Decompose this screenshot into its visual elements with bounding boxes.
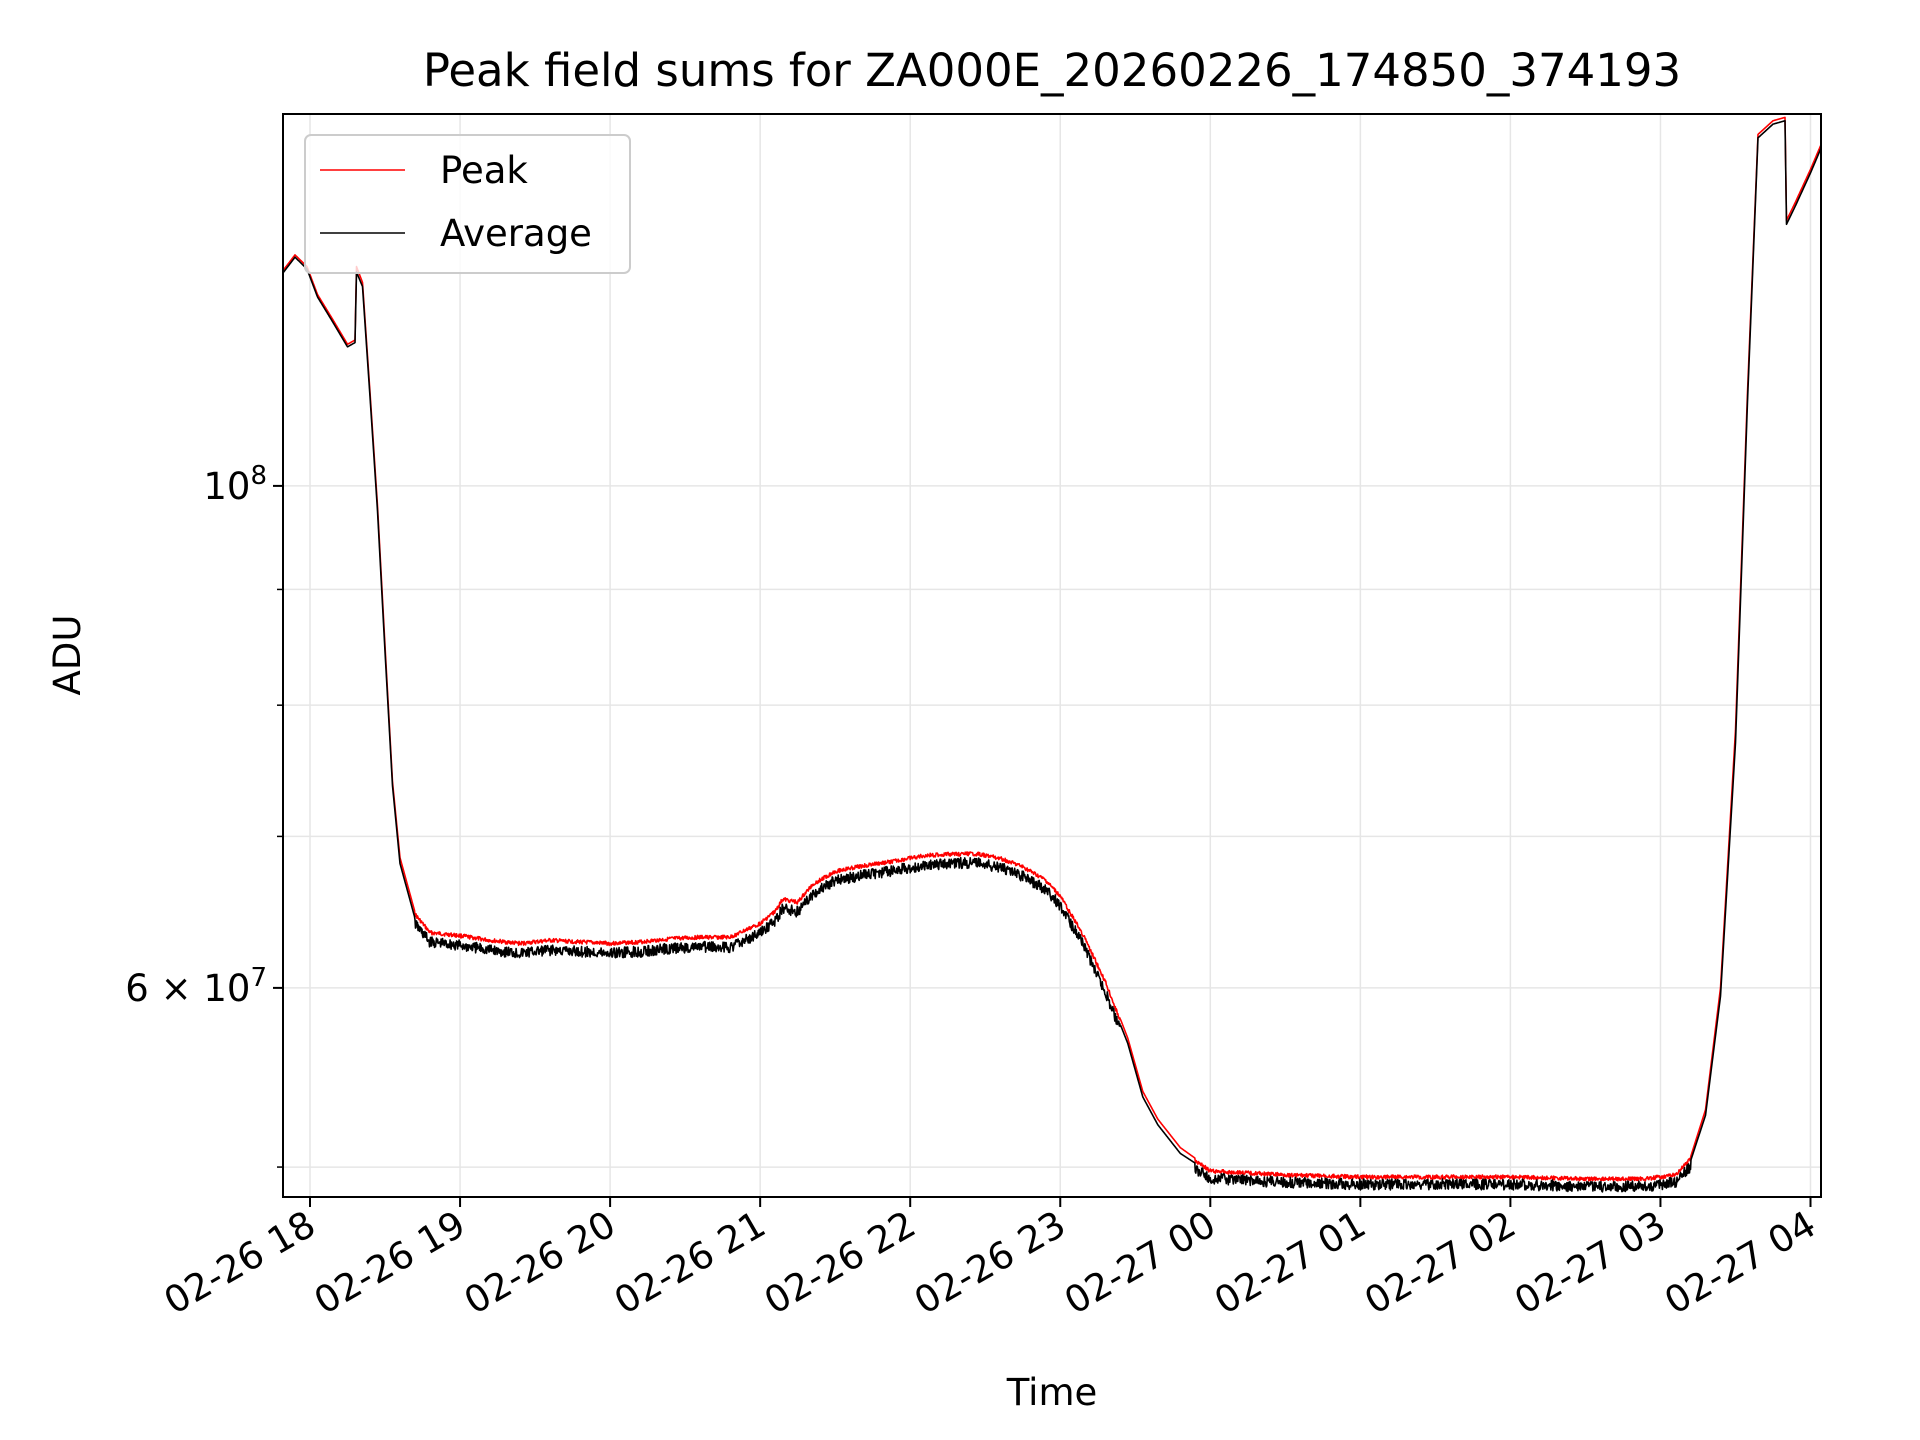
legend-label-peak: Peak xyxy=(440,149,528,192)
series-layer xyxy=(282,116,1822,1193)
x-axis-label: Time xyxy=(1006,1371,1098,1414)
plot-frame xyxy=(282,113,1822,1198)
legend: Peak Average xyxy=(304,134,631,274)
y-tick-label: 6 × 107 xyxy=(125,963,267,1010)
chart-title: Peak field sums for ZA000E_20260226_1748… xyxy=(423,44,1681,97)
y-tick-label: 108 xyxy=(203,461,267,508)
y-axis-label: ADU xyxy=(46,615,89,696)
grid-lines xyxy=(283,114,1821,1197)
series-line-average xyxy=(282,120,1822,1193)
legend-label-average: Average xyxy=(440,212,592,255)
y-axis: 6 × 107 108 xyxy=(125,461,283,1168)
series-line-peak xyxy=(282,116,1822,1182)
